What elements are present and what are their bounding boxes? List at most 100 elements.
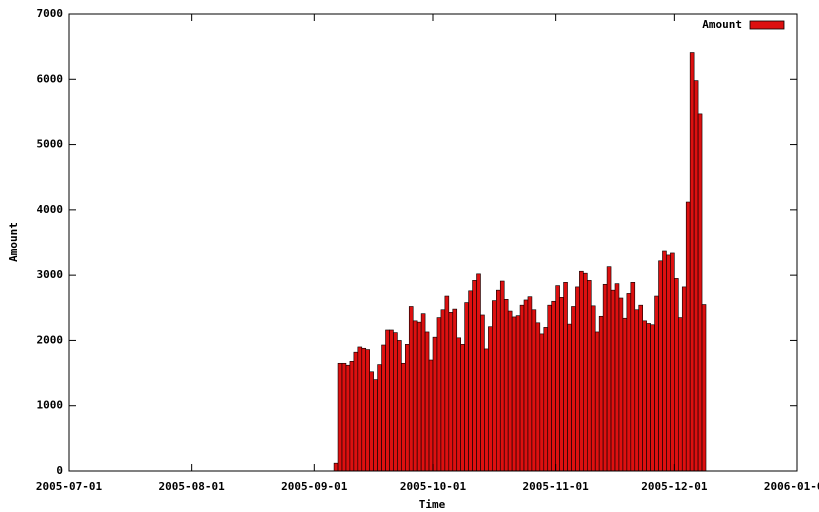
bar xyxy=(484,348,489,472)
bar xyxy=(511,316,517,472)
bar xyxy=(393,332,398,472)
bar xyxy=(693,80,699,472)
bar xyxy=(464,302,469,472)
bar xyxy=(681,286,687,472)
bar xyxy=(349,361,355,472)
bar xyxy=(535,322,541,472)
x-tick-label: 2005-12-01 xyxy=(641,480,708,493)
bar xyxy=(515,315,521,472)
y-tick-label: 7000 xyxy=(37,7,64,20)
x-tick-label: 2005-10-01 xyxy=(400,480,467,493)
bar xyxy=(397,340,402,472)
x-tick-label: 2006-01-01 xyxy=(764,480,819,493)
x-tick-label: 2005-11-01 xyxy=(523,480,590,493)
y-tick-label: 0 xyxy=(56,464,63,477)
bar xyxy=(697,113,703,472)
bar xyxy=(381,344,386,472)
bar xyxy=(543,327,549,472)
bar xyxy=(626,293,632,472)
bar xyxy=(389,329,394,472)
bar xyxy=(531,309,537,472)
bar xyxy=(412,320,418,472)
bar xyxy=(571,306,576,472)
bar xyxy=(674,278,679,472)
bar xyxy=(654,295,659,472)
bar xyxy=(523,299,529,472)
bar xyxy=(606,266,612,472)
bar xyxy=(353,351,359,472)
bar xyxy=(630,282,636,472)
bar xyxy=(401,362,406,472)
bar xyxy=(385,329,390,472)
x-tick-label: 2005-07-01 xyxy=(36,480,103,493)
bar xyxy=(333,462,339,472)
bar xyxy=(428,359,434,472)
bar xyxy=(689,52,695,472)
bar xyxy=(583,272,588,472)
bar xyxy=(555,285,560,472)
y-tick-label: 2000 xyxy=(37,333,64,346)
bar xyxy=(337,362,343,472)
bar xyxy=(598,315,604,472)
bar xyxy=(492,300,497,472)
bar xyxy=(685,201,691,472)
bar xyxy=(575,286,580,472)
y-tick-label: 4000 xyxy=(37,203,64,216)
bar xyxy=(678,317,683,472)
bar xyxy=(357,346,363,472)
y-tick-label: 1000 xyxy=(37,399,64,412)
y-tick-label: 6000 xyxy=(37,72,64,85)
bar xyxy=(590,305,596,472)
bar xyxy=(460,344,465,472)
bar xyxy=(650,324,655,472)
bar xyxy=(539,333,545,472)
bar xyxy=(405,344,410,472)
bar xyxy=(622,317,628,472)
bar xyxy=(345,364,351,472)
bar xyxy=(440,309,446,472)
bar xyxy=(527,296,533,472)
bar xyxy=(361,347,367,472)
bar xyxy=(662,250,667,472)
bar xyxy=(420,313,426,472)
bar xyxy=(436,317,442,472)
bar xyxy=(658,260,663,472)
bar xyxy=(602,283,608,472)
bar xyxy=(618,297,624,472)
bar xyxy=(670,252,675,472)
bar xyxy=(452,308,458,472)
bar xyxy=(496,289,501,472)
bar xyxy=(610,289,616,472)
x-axis-label: Time xyxy=(419,498,446,511)
bar xyxy=(587,280,592,472)
bar xyxy=(666,254,671,472)
bar xyxy=(373,379,378,472)
bar xyxy=(567,323,572,472)
bar xyxy=(341,362,347,472)
bar xyxy=(488,326,493,472)
bar xyxy=(365,349,370,472)
bar xyxy=(634,309,640,472)
bar xyxy=(456,337,461,472)
bar xyxy=(638,304,643,472)
bar xyxy=(701,304,707,472)
y-axis-label: Amount xyxy=(7,222,20,262)
y-tick-label: 3000 xyxy=(37,268,64,281)
legend-swatch xyxy=(749,20,785,30)
bar xyxy=(416,321,422,472)
bar xyxy=(646,323,651,472)
bar xyxy=(369,371,374,472)
x-tick-label: 2005-08-01 xyxy=(159,480,226,493)
bar xyxy=(480,314,485,472)
bar xyxy=(507,310,513,472)
bar xyxy=(448,312,454,472)
bar xyxy=(551,300,556,472)
bar xyxy=(642,320,647,472)
bar xyxy=(377,364,382,472)
bar xyxy=(432,336,438,472)
bar xyxy=(408,306,414,472)
bar xyxy=(563,282,568,472)
x-tick-label: 2005-09-01 xyxy=(281,480,348,493)
